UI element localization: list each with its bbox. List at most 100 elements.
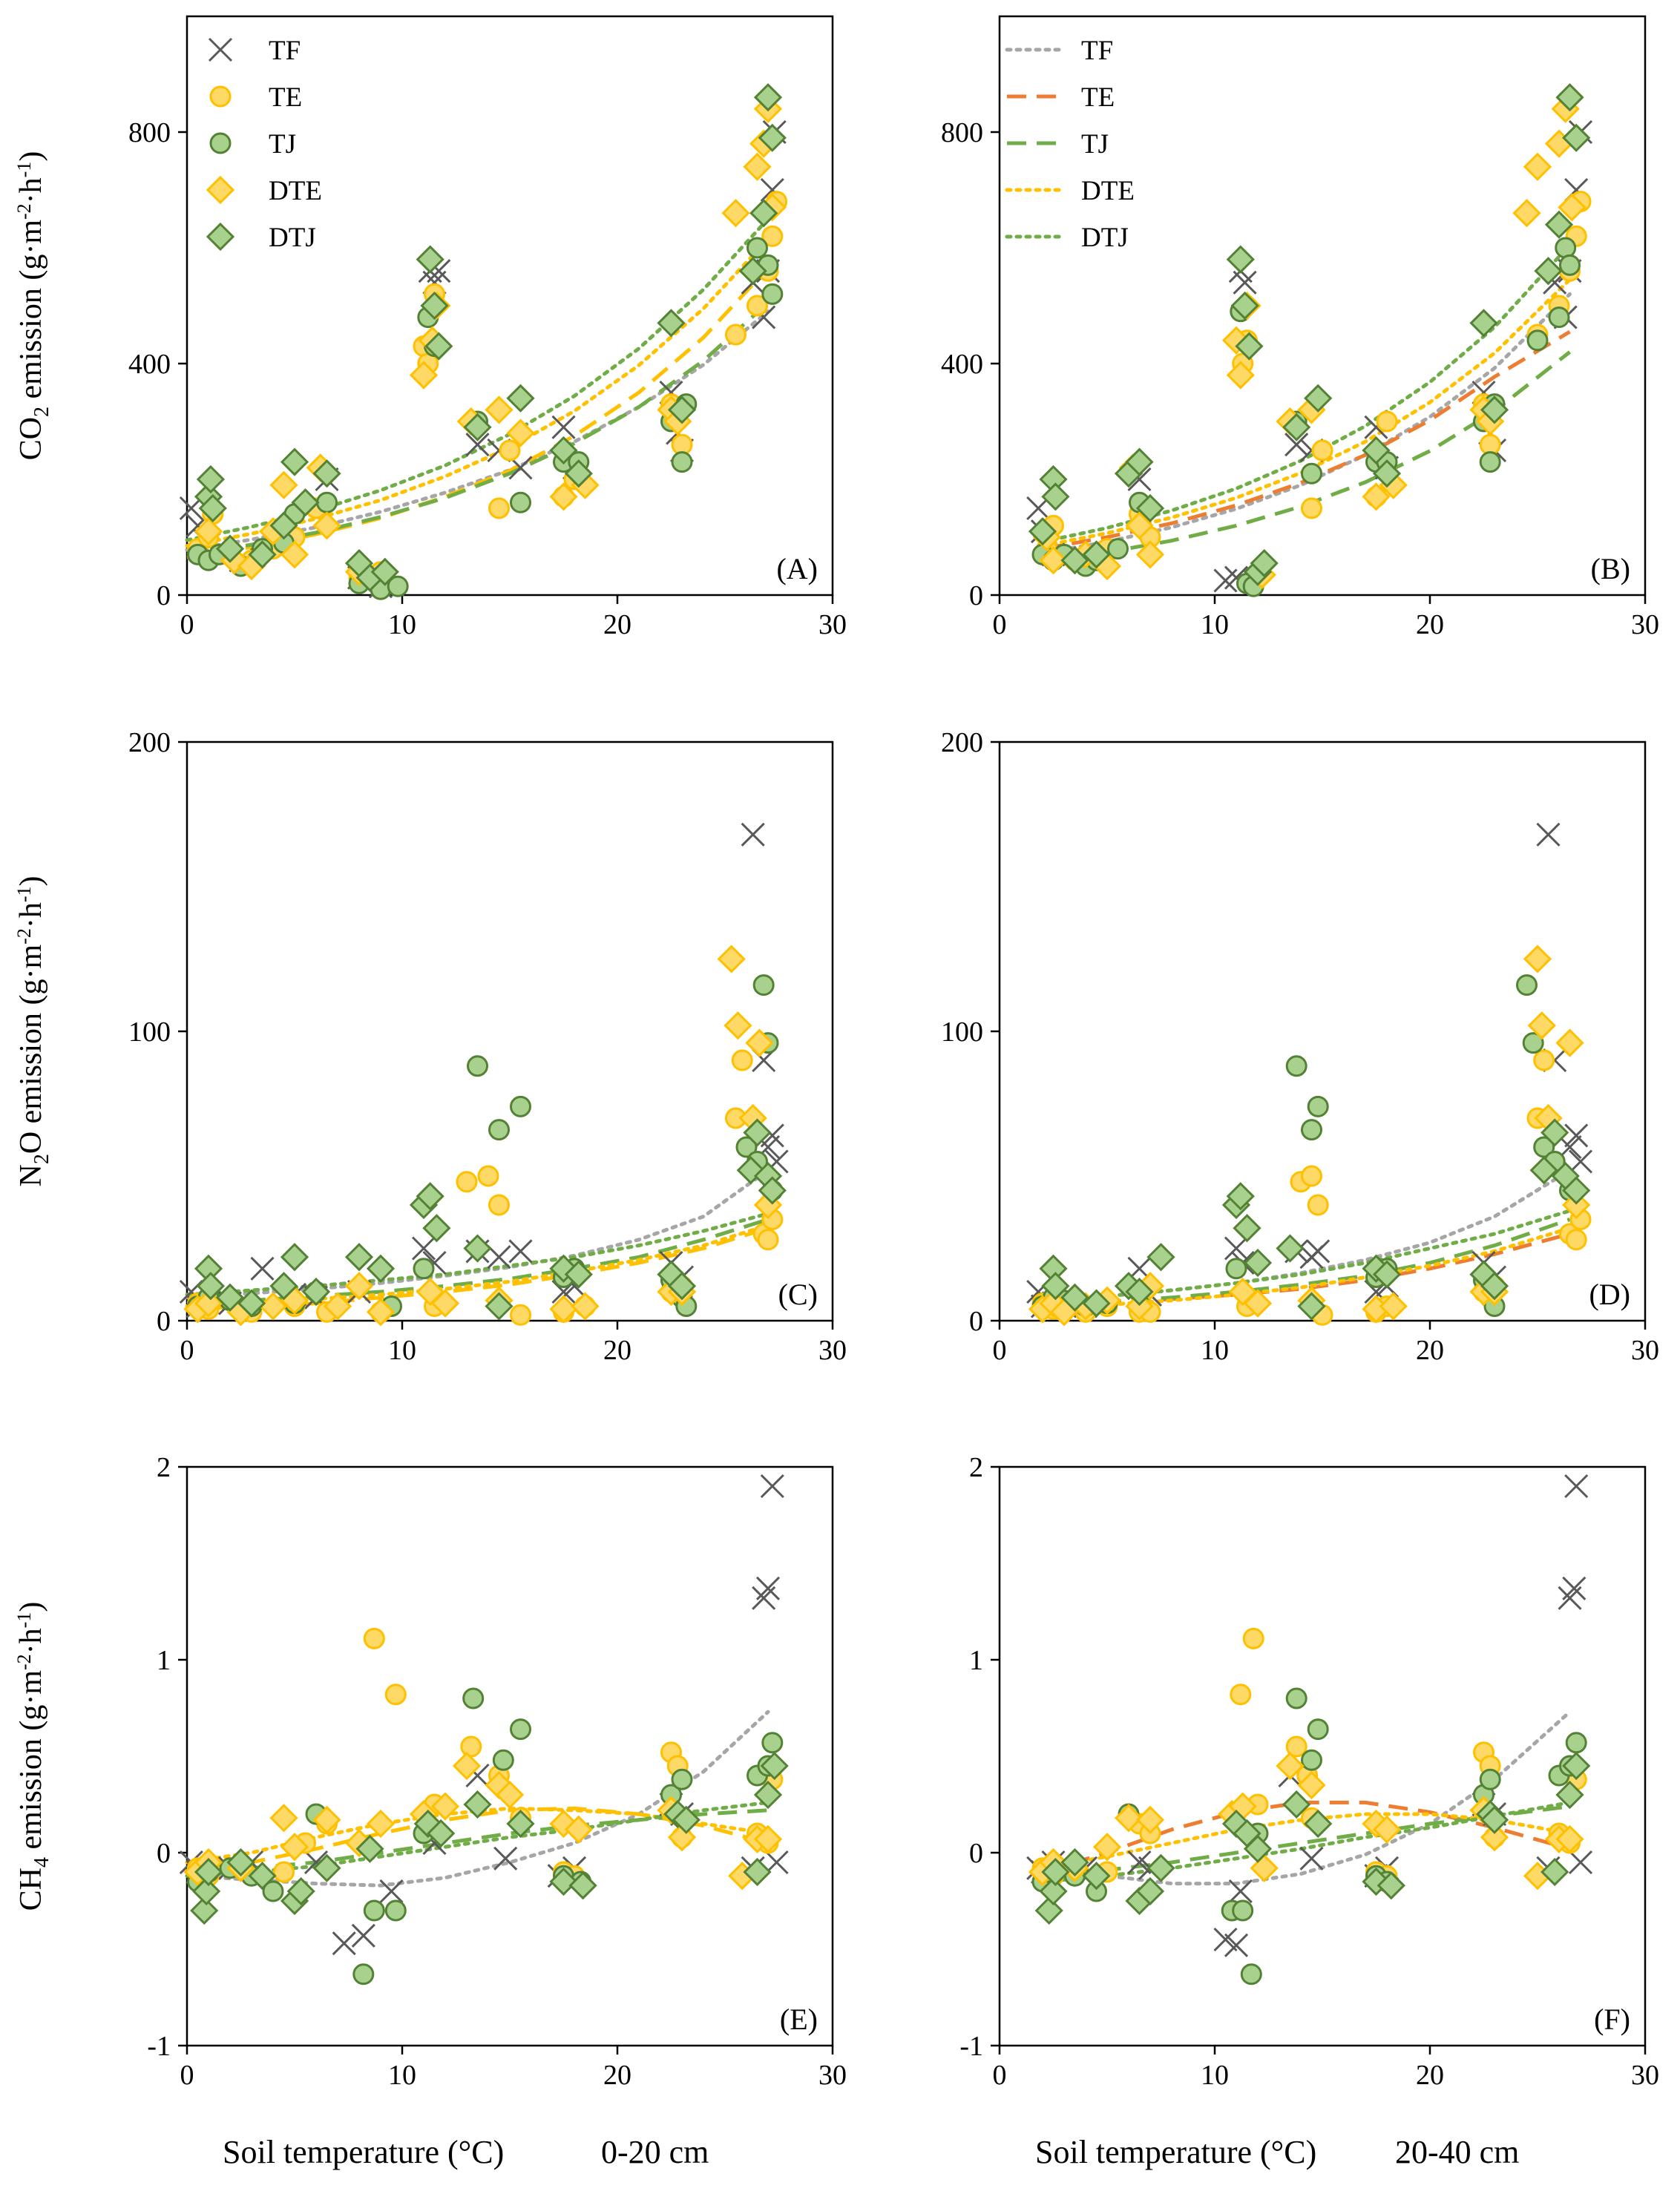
series-tj xyxy=(1031,974,1581,1317)
x-tick-label: 10 xyxy=(388,1335,416,1366)
y-axis-label-part: ·h xyxy=(14,902,48,928)
data-point-tf-b xyxy=(465,433,490,457)
y-axis-label-part: -1 xyxy=(13,887,35,903)
data-point-dtj xyxy=(1562,123,1591,152)
data-point-dtj xyxy=(355,1834,384,1863)
data-point-dte xyxy=(485,395,513,424)
data-point-tj xyxy=(1522,1032,1544,1054)
legend: TF TE TJ DTE DTJ xyxy=(206,36,322,253)
data-point-dtj xyxy=(1250,548,1279,578)
data-point-dtj xyxy=(1276,1234,1305,1263)
data-point-tj xyxy=(761,283,784,305)
data-point-dtj xyxy=(1230,291,1259,321)
y-axis-label-part: CH xyxy=(14,1868,48,1911)
x-tick-label: 10 xyxy=(1201,1335,1229,1366)
panel-d: 0 10 20 30 0 100 200 (D) xyxy=(941,727,1659,1366)
legend-label-te: TE xyxy=(1081,82,1115,113)
y-axis-label-part: ·h xyxy=(14,177,48,203)
y-tick-label: -1 xyxy=(147,2031,171,2062)
data-point-dtj xyxy=(427,1819,456,1848)
data-point-dtj xyxy=(312,459,341,488)
y-tick-label: 400 xyxy=(941,349,983,380)
data-point-tj xyxy=(363,1899,385,1922)
data-point-dtj xyxy=(1304,384,1333,413)
data-point-dtj xyxy=(280,1243,309,1272)
data-point-dtj xyxy=(190,1896,219,1925)
data-point-dte xyxy=(1135,540,1165,569)
x-tick-label: 0 xyxy=(180,609,194,640)
data-point-te xyxy=(1307,1194,1329,1216)
fit-line-tj xyxy=(1042,350,1572,564)
data-point-dte xyxy=(1039,546,1068,575)
data-point-dtj xyxy=(191,1876,221,1906)
legend-label-tj: TJ xyxy=(269,129,296,160)
data-point-dtj xyxy=(226,1848,255,1877)
data-point-dtj xyxy=(1034,1896,1063,1925)
data-point-dtj xyxy=(286,1876,315,1906)
data-point-te xyxy=(363,1627,385,1649)
data-point-dtj xyxy=(269,1272,298,1301)
data-point-dtj xyxy=(1060,1848,1089,1877)
data-point-dte xyxy=(723,1011,752,1040)
panel-frame xyxy=(186,15,834,597)
data-point-tf-b xyxy=(303,1850,329,1875)
fit-line-dtj xyxy=(1040,243,1572,544)
x-tick-label: 30 xyxy=(1631,1335,1659,1366)
y-tick-label: 200 xyxy=(941,727,983,758)
data-point-tf-b xyxy=(1224,1933,1249,1957)
data-point-dtj xyxy=(753,1780,783,1810)
panel-label: (A) xyxy=(776,552,818,585)
data-point-dtj xyxy=(1082,1289,1111,1318)
data-point-dtj xyxy=(1480,395,1509,424)
data-point-dtj xyxy=(1233,1214,1261,1243)
data-point-te xyxy=(477,1165,499,1187)
data-point-dtj xyxy=(1372,1260,1402,1289)
data-point-dte xyxy=(194,1289,223,1318)
data-point-dtj xyxy=(1125,1277,1154,1307)
data-point-tf-b xyxy=(493,1846,518,1871)
data-point-tf xyxy=(1568,1149,1593,1174)
data-point-dte xyxy=(1555,1028,1584,1057)
data-point-dtj xyxy=(1297,1292,1326,1321)
data-point-dtj xyxy=(370,557,399,586)
data-point-dtj xyxy=(1082,540,1111,569)
data-point-dte xyxy=(1523,945,1552,973)
data-point-tf-b xyxy=(1228,1879,1253,1904)
data-point-dte xyxy=(430,1792,460,1821)
data-point-dtj xyxy=(749,199,778,228)
data-point-dtj xyxy=(1555,1780,1584,1810)
data-point-tj xyxy=(747,237,768,259)
data-point-dtj xyxy=(485,1292,513,1321)
data-point-dte xyxy=(269,1804,298,1833)
data-point-tf xyxy=(760,1474,784,1499)
data-point-tj xyxy=(1285,1687,1307,1709)
data-point-tf xyxy=(411,1236,436,1261)
data-point-tj xyxy=(1479,451,1501,473)
panel-label: (C) xyxy=(778,1278,818,1311)
x-tick-label: 20 xyxy=(603,1335,631,1366)
data-point-dte xyxy=(549,1295,578,1324)
data-point-dte xyxy=(409,361,439,390)
data-point-tf-b xyxy=(760,177,784,203)
data-point-dtj xyxy=(463,1790,492,1819)
data-point-dte xyxy=(312,1805,341,1834)
data-point-tf-b xyxy=(1127,1850,1152,1875)
data-point-tf-b xyxy=(1299,1846,1324,1871)
data-point-dtj xyxy=(280,447,309,476)
data-point-te xyxy=(273,1861,295,1883)
data-point-dte xyxy=(745,1028,774,1057)
data-point-te xyxy=(761,225,784,247)
x-tick-label: 30 xyxy=(818,609,847,640)
data-point-tj xyxy=(1301,1749,1322,1771)
data-point-dtj xyxy=(1125,447,1154,476)
y-tick-label: 0 xyxy=(969,1838,983,1869)
y-axis-label-part: -2 xyxy=(13,203,35,220)
x-tick-label: 0 xyxy=(180,1335,194,1366)
data-point-tf-b xyxy=(508,456,533,480)
legend-marker-tf xyxy=(208,37,233,62)
data-point-tf xyxy=(1564,1123,1589,1148)
data-point-dtj xyxy=(1534,257,1563,286)
data-point-dte xyxy=(1480,1823,1509,1852)
data-point-dte xyxy=(1226,361,1255,390)
y-tick-label: 100 xyxy=(941,1016,983,1048)
